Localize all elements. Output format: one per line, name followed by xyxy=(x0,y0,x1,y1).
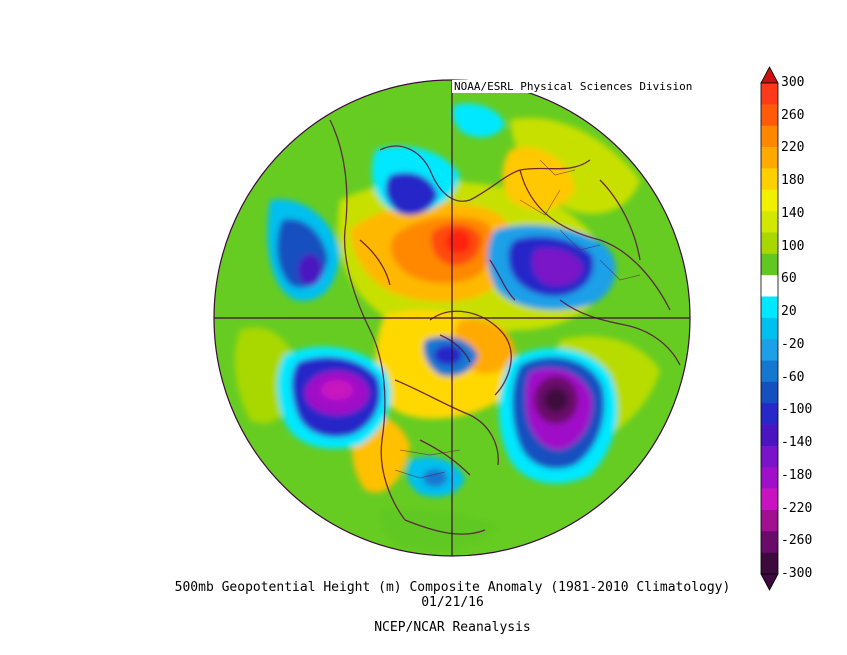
colorbar-swatch xyxy=(761,168,778,191)
colorbar-tick-label: -140 xyxy=(781,435,813,451)
colorbar-tick-label: 140 xyxy=(781,205,805,221)
colorbar-swatch xyxy=(761,424,778,447)
colorbar-tick-label: -220 xyxy=(781,500,813,516)
positive-anomaly-region xyxy=(502,147,575,211)
colorbar-swatch xyxy=(761,189,778,212)
negative-anomaly-region xyxy=(532,248,583,286)
colorbar-arrow-bottom xyxy=(760,573,779,591)
negative-anomaly-region xyxy=(385,172,438,216)
colorbar-tick-label: 60 xyxy=(781,271,797,287)
colorbar-swatch xyxy=(761,253,778,276)
colorbar-tick-label: 260 xyxy=(781,107,805,123)
colorbar-swatch xyxy=(761,403,778,425)
colorbar-arrow-top xyxy=(760,66,779,84)
colorbar-tick-label: -300 xyxy=(781,566,813,581)
negative-anomaly-core xyxy=(423,469,447,487)
colorbar-tick-label: -20 xyxy=(781,336,805,352)
colorbar-tick-label: -100 xyxy=(781,402,813,418)
colorbar xyxy=(760,66,779,591)
colorbar-swatch xyxy=(761,211,778,233)
colorbar-swatch xyxy=(761,296,778,319)
negative-anomaly-core xyxy=(544,388,568,412)
colorbar-tick-label: 180 xyxy=(781,173,805,189)
colorbar-swatch xyxy=(761,125,778,148)
colorbar-tick-label: 220 xyxy=(781,140,805,156)
figure-title: 500mb Geopotential Height (m) Composite … xyxy=(174,580,731,595)
colorbar-swatch xyxy=(761,104,778,126)
credit-label: NOAA/ESRL Physical Sciences Division xyxy=(452,80,695,93)
borders xyxy=(394,159,641,479)
hemisphere-map xyxy=(213,79,691,557)
colorbar-swatch xyxy=(761,317,778,340)
colorbar-swatch xyxy=(761,275,778,297)
colorbar-swatch xyxy=(761,552,778,575)
colorbar-tick-label: -260 xyxy=(781,533,813,549)
anomaly-field xyxy=(234,103,660,550)
colorbar-swatch xyxy=(761,360,778,383)
colorbar-swatch xyxy=(761,232,778,255)
colorbar-swatch xyxy=(761,339,778,361)
positive-anomaly-core xyxy=(446,230,470,254)
colorbar-tick-label: 20 xyxy=(781,304,797,320)
colorbar-swatch xyxy=(761,147,778,169)
colorbar-swatch xyxy=(761,467,778,489)
colorbar-tick-label: -180 xyxy=(781,467,813,483)
negative-anomaly-core xyxy=(434,345,462,365)
colorbar-swatch xyxy=(761,381,778,404)
neutral-anomaly-region xyxy=(379,508,500,550)
colorbar-swatch xyxy=(761,509,778,532)
colorbar-swatch xyxy=(761,488,778,511)
colorbar-tick-label: -60 xyxy=(781,369,805,385)
negative-anomaly-region xyxy=(452,103,505,138)
figure-source: NCEP/NCAR Reanalysis xyxy=(374,620,531,635)
coastlines xyxy=(329,119,681,535)
colorbar-swatch xyxy=(761,445,778,468)
colorbar-tick-label: 100 xyxy=(781,238,805,254)
negative-anomaly-core xyxy=(298,254,322,286)
colorbar-swatch xyxy=(761,531,778,553)
negative-anomaly-core xyxy=(321,380,353,400)
colorbar-swatch xyxy=(761,83,778,105)
figure-date: 01/21/16 xyxy=(421,595,484,610)
colorbar-tick-label: 300 xyxy=(781,75,805,90)
